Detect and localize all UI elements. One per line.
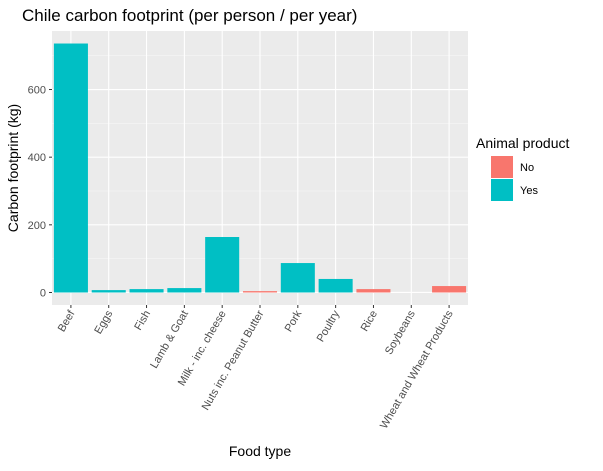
legend-title: Animal product	[476, 135, 569, 151]
x-tick-label: Fish	[132, 309, 153, 333]
x-tick-label: Pork	[283, 308, 305, 334]
legend: Animal product No Yes	[476, 135, 569, 201]
y-tick-label: 400	[28, 152, 46, 164]
x-tick-label: Poultry	[315, 308, 343, 344]
legend-key-no	[491, 156, 513, 178]
bar-wheat-and-wheat-products	[432, 286, 466, 292]
bar-pork	[281, 263, 315, 292]
x-tick-label: Soybeans	[383, 308, 418, 357]
y-tick-label: 0	[40, 287, 46, 299]
bar-fish	[130, 289, 164, 292]
legend-label-no: No	[520, 162, 534, 174]
bar-eggs	[92, 290, 126, 292]
chart-title: Chile carbon footprint (per person / per…	[22, 6, 357, 25]
x-tick-label: Rice	[359, 309, 380, 334]
x-tick-label: Beef	[56, 308, 78, 334]
legend-label-yes: Yes	[520, 185, 538, 197]
y-tick-label: 600	[28, 85, 46, 97]
x-tick-label: Lamb & Goat	[148, 309, 191, 371]
x-tick-label: Eggs	[92, 308, 115, 336]
x-tick-label: Wheat and Wheat Products	[378, 308, 456, 431]
bar-rice	[356, 289, 390, 292]
bar-lamb-goat	[167, 288, 201, 292]
bar-beef	[54, 44, 88, 293]
y-tick-label: 200	[28, 220, 46, 232]
legend-key-yes	[491, 179, 513, 201]
bar-nuts-inc-peanut-butter	[243, 291, 277, 292]
x-axis-label: Food type	[229, 443, 291, 459]
y-axis-label: Carbon footprint (kg)	[5, 104, 21, 232]
bar-poultry	[319, 279, 353, 293]
y-axis: 0 200 400 600	[28, 85, 52, 300]
bar-milk-inc-cheese	[205, 237, 239, 292]
